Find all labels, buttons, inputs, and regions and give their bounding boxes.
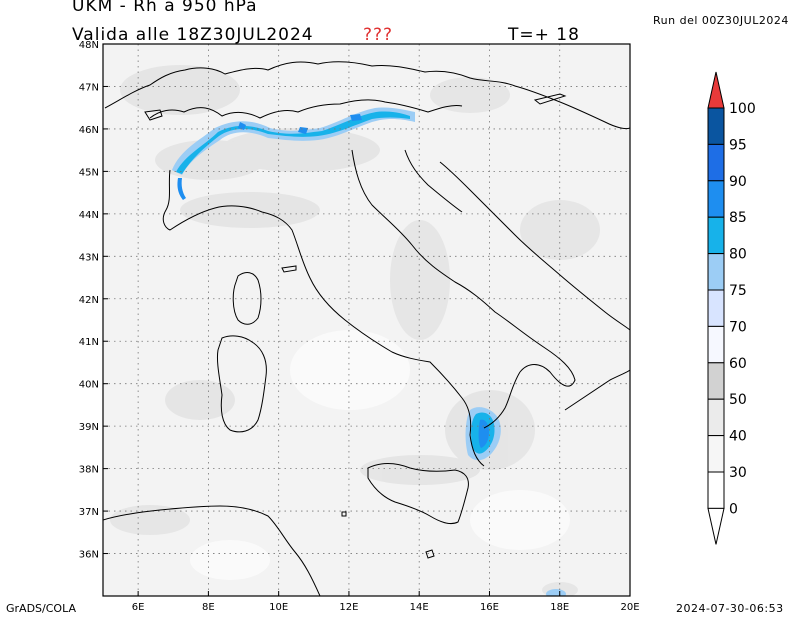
lat-tick-label-40N: 40N [79,380,99,391]
colorbar-bottom-arrow [707,507,725,545]
forecast-step: T=+ 18 [508,25,580,45]
colorbar-label-60: 60 [729,356,747,372]
colorbar-swatch [707,289,725,327]
colorbar-label-30: 30 [729,465,747,481]
color-bar: 100 95 90 85 80 75 70 60 50 40 30 0 [707,71,756,545]
valid-time: Valida alle 18Z30JUL2024 [72,25,314,45]
lon-tick-label-20E: 20E [620,602,639,613]
lat-tick-label-39N: 39N [79,422,99,433]
lon-tick-label-6E: 6E [132,602,145,613]
status-flag: ??? [363,25,394,45]
colorbar-swatch [707,107,725,145]
rh-field-calabria [465,407,566,596]
lat-tick-label-42N: 42N [79,295,99,306]
timestamp-label: 2024-07-30-06:53 [676,602,784,615]
lon-tick-label-14E: 14E [410,602,429,613]
map-area [103,44,630,596]
lon-tick-label-8E: 8E [202,602,215,613]
lon-tick-label-10E: 10E [269,602,288,613]
lat-tick-label-41N: 41N [79,337,99,348]
colorbar-swatch [707,325,725,364]
colorbar-swatch [707,471,725,509]
rh-field-gray [110,65,600,596]
rh-field-alps [172,107,415,200]
credit-label: GrADS/COLA [6,602,76,615]
colorbar-swatch [707,435,725,473]
graticule [103,44,630,596]
lon-tick-label-16E: 16E [480,602,499,613]
colorbar-swatch [707,216,725,255]
lat-tick-label-47N: 47N [79,82,99,93]
colorbar-swatch [707,398,725,437]
colorbar-swatch [707,143,725,182]
rh-field-light [190,330,570,580]
map-frame [102,43,631,597]
coastlines [103,61,630,596]
latitude-labels: 48N 47N 46N 45N 44N 43N 42N 41N 40N 39N 38N 37N 36N [79,40,108,561]
lat-tick-label-48N: 48N [79,40,99,51]
lat-tick-label-38N: 38N [79,465,99,476]
lat-tick-label-46N: 46N [79,125,99,136]
run-label: Run del 00Z30JUL2024 [653,14,789,27]
colorbar-label-75: 75 [729,283,747,299]
colorbar-label-100: 100 [729,101,756,117]
colorbar-label-70: 70 [729,319,747,335]
lat-tick-label-44N: 44N [79,210,99,221]
colorbar-label-85: 85 [729,210,747,226]
colorbar-label-80: 80 [729,247,747,263]
colorbar-top-arrow [707,71,725,109]
lon-tick-label-18E: 18E [550,602,569,613]
lat-tick-label-36N: 36N [79,550,99,561]
colorbar-label-0: 0 [729,501,738,517]
colorbar-swatch [707,180,725,218]
colorbar-label-90: 90 [729,174,747,190]
colorbar-swatch [707,253,725,291]
lon-tick-label-12E: 12E [339,602,358,613]
colorbar-label-50: 50 [729,392,747,408]
lat-tick-label-43N: 43N [79,252,99,263]
colorbar-label-95: 95 [729,137,747,153]
lat-tick-label-45N: 45N [79,167,99,178]
map-title: UKM - Rh a 950 hPa [72,0,258,16]
lat-tick-label-37N: 37N [79,507,99,518]
longitude-labels: 6E 8E 10E 12E 14E 16E 18E 20E [132,591,640,613]
colorbar-swatch [707,362,725,400]
colorbar-label-40: 40 [729,429,747,445]
